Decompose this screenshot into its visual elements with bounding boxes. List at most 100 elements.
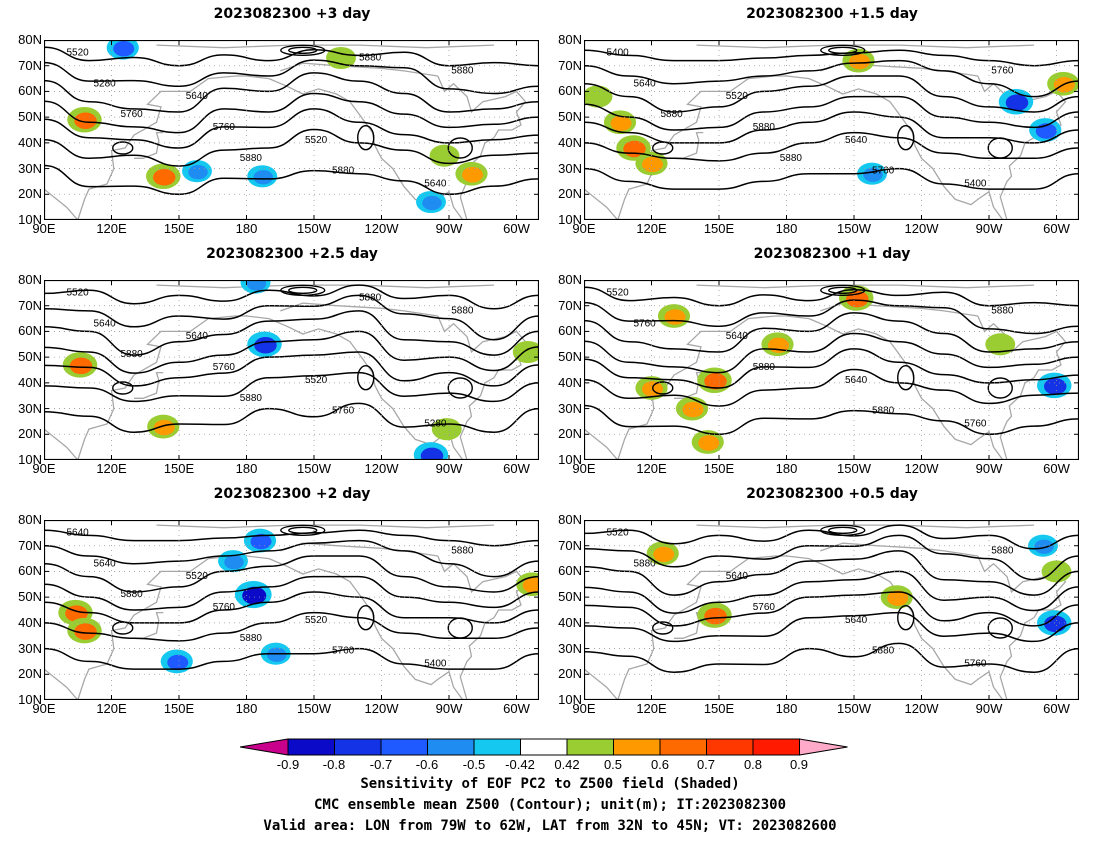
- lon-label: 90E: [32, 701, 56, 716]
- map-frame: [44, 40, 539, 220]
- panel-title: 2023082300 +1.5 day: [746, 6, 918, 22]
- lon-label: 60W: [503, 701, 530, 716]
- contour-label: 5880: [872, 646, 895, 657]
- colorbar-tick: -0.6: [415, 757, 439, 772]
- contour-label: 5760: [991, 65, 1014, 76]
- map-frame: [584, 280, 1079, 460]
- coastline: [280, 542, 438, 557]
- contour-line: [584, 75, 1079, 113]
- coastline: [820, 302, 978, 317]
- shading-core: [224, 554, 244, 570]
- coastline: [134, 131, 164, 159]
- colorbar-segment: [613, 738, 661, 756]
- shading-core: [254, 337, 277, 354]
- shading-core: [588, 90, 609, 105]
- coastline: [808, 558, 1004, 700]
- contour-line: [44, 59, 539, 95]
- colorbar-segment: [427, 738, 475, 756]
- shading-core: [522, 577, 539, 593]
- colorbar-segment: [566, 738, 614, 756]
- contour-label: 5280: [94, 78, 117, 89]
- closed-contour: [820, 284, 866, 296]
- colorbar-tick: -0.42: [505, 757, 535, 772]
- contour-label: 5760: [634, 318, 657, 329]
- lon-label: 120W: [904, 701, 939, 716]
- colorbar: [240, 738, 848, 756]
- panel-title: 2023082300 +0.5 day: [746, 486, 918, 502]
- closed-contour: [447, 617, 473, 639]
- map-frame: [44, 520, 539, 700]
- contour-line: [44, 402, 539, 433]
- lat-label: 20N: [18, 186, 42, 202]
- coastline: [134, 611, 164, 639]
- coastline: [977, 555, 1067, 700]
- contour-line: [584, 570, 1079, 614]
- shading-core: [74, 623, 97, 640]
- closed-contour: [652, 621, 674, 635]
- contour-label: 5520: [305, 135, 328, 146]
- lon-label: 150W: [297, 461, 331, 476]
- shading-core: [69, 357, 93, 375]
- lon-label: 150E: [163, 221, 195, 236]
- lon-label: 150W: [297, 221, 331, 236]
- lat-label: 40N: [18, 614, 42, 630]
- lon-label: 150E: [703, 701, 735, 716]
- shading-core: [704, 373, 727, 390]
- lat-label: 10N: [558, 452, 582, 467]
- lon-label: 90W: [435, 701, 463, 716]
- contour-label: 5880: [451, 545, 474, 556]
- closed-contour: [112, 381, 134, 395]
- shading-core: [1044, 615, 1067, 633]
- contour-label: 5400: [964, 179, 987, 190]
- map-frame: [44, 280, 539, 460]
- colorbar-tick: 0.7: [696, 757, 716, 772]
- contour-label: 5520: [67, 287, 90, 298]
- lat-label: 50N: [558, 349, 582, 365]
- contour-line: [584, 348, 1079, 389]
- contour-label: 5520: [305, 375, 328, 386]
- contour-label: 5520: [607, 287, 630, 298]
- lat-label: 80N: [558, 512, 582, 527]
- contour-label: 5520: [607, 527, 630, 538]
- contour-label: 5880: [661, 109, 684, 120]
- coastline: [696, 44, 1035, 49]
- lon-label: 150E: [703, 221, 735, 236]
- lat-label: 40N: [18, 374, 42, 390]
- lon-label: 150E: [163, 701, 195, 716]
- caption-valid-area: Valid area: LON from 79W to 62W, LAT fro…: [263, 818, 837, 834]
- contour-label: 5880: [121, 589, 144, 600]
- colorbar-arrow-high: [799, 738, 848, 756]
- closed-contour: [280, 44, 326, 56]
- lat-label: 10N: [18, 212, 42, 227]
- contour-line: [584, 524, 1079, 550]
- lat-label: 10N: [18, 452, 42, 467]
- contour-line: [44, 92, 539, 134]
- closed-contour: [820, 524, 866, 536]
- coastline: [437, 315, 527, 460]
- coastline: [437, 555, 527, 700]
- lat-label: 10N: [18, 692, 42, 707]
- coastline: [820, 542, 978, 557]
- coastline: [156, 284, 495, 289]
- shading-core: [462, 167, 483, 183]
- colorbar-segment: [334, 738, 382, 756]
- lat-label: 40N: [558, 374, 582, 390]
- contour-label: 5760: [332, 406, 355, 417]
- contour-label: 5880: [991, 305, 1014, 316]
- closed-contour: [987, 377, 1013, 399]
- lon-label: 180: [235, 701, 258, 716]
- lat-label: 30N: [558, 160, 582, 176]
- contour-label: 5880: [872, 406, 895, 417]
- lat-label: 50N: [18, 589, 42, 605]
- caption-contour: CMC ensemble mean Z500 (Contour); unit(m…: [313, 797, 786, 813]
- contour-label: 5880: [753, 122, 776, 133]
- lon-label: 120W: [904, 221, 939, 236]
- contour-line: [584, 131, 1079, 162]
- shading-core: [153, 169, 176, 186]
- shading-core: [113, 41, 135, 57]
- shading-core: [242, 586, 267, 605]
- closed-contour: [828, 46, 858, 54]
- contour-line: [44, 591, 539, 624]
- lon-label: 120E: [636, 701, 667, 716]
- contour-line: [584, 312, 1079, 353]
